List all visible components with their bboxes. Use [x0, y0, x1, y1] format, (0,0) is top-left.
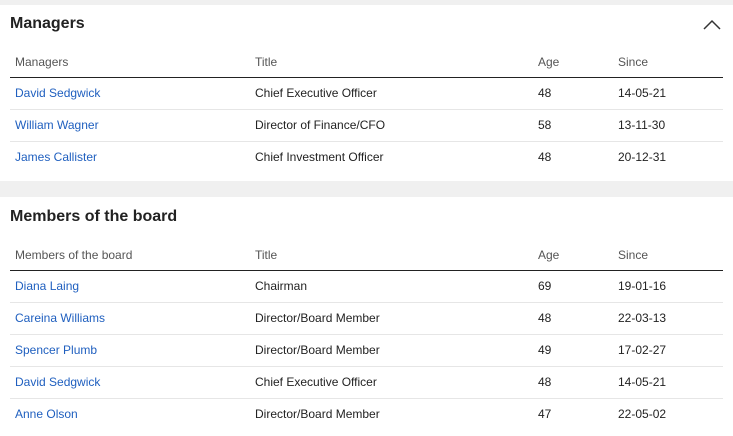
person-name-link[interactable]: William Wagner [15, 118, 99, 132]
age-cell: 48 [533, 302, 613, 335]
table-row: David Sedgwick Chief Executive Officer 48 1… [10, 77, 723, 110]
since-date-cell: 22-05-02 [618, 407, 667, 422]
since-date-cell: 14-05-21 [613, 77, 723, 110]
table-header-row: Members of the board Title Age Since [10, 241, 723, 271]
managers-section-title: Managers [10, 15, 85, 32]
chevron-up-icon [703, 19, 721, 30]
age-cell: 48 [533, 366, 613, 399]
person-name-cell: Anne Olson [10, 398, 250, 430]
table-row: James Callister Chief Investment Officer 4… [10, 141, 723, 173]
person-name-cell: David Sedgwick [10, 77, 250, 110]
job-title-cell: Director/Board Member [255, 407, 380, 422]
person-name-cell: James Callister [10, 141, 250, 173]
board-section: Members of the board Members of the boar… [0, 197, 733, 436]
job-title-cell: Chief Executive Officer [250, 366, 533, 399]
table-row: Diana Laing Chairman 69 19-01-16 [10, 270, 723, 303]
job-title-cell: Chairman [250, 270, 533, 303]
age-cell: 58 [533, 109, 613, 142]
person-name-cell: Diana Laing [10, 270, 250, 303]
column-header-since[interactable]: Since [613, 241, 723, 271]
age-cell: 48 [538, 150, 552, 165]
age-cell: 47 [538, 407, 552, 422]
job-title-cell: Director/Board Member [250, 302, 533, 335]
managers-table: Managers Title Age Since David Sedgwick C… [10, 48, 723, 173]
age-cell: 49 [533, 334, 613, 367]
since-date-cell: 14-05-21 [613, 366, 723, 399]
person-name-cell: William Wagner [10, 109, 250, 142]
person-name-link[interactable]: Spencer Plumb [15, 343, 98, 357]
column-header-age[interactable]: Age [533, 241, 613, 271]
column-header-title[interactable]: Title [250, 48, 533, 78]
since-date-cell: 13-11-30 [613, 109, 723, 142]
since-date-cell: 17-02-27 [613, 334, 723, 367]
board-table: Members of the board Title Age Since Dia… [10, 241, 723, 430]
job-title-cell: Director of Finance/CFO [250, 109, 533, 142]
job-title-cell: Chief Investment Officer [255, 150, 384, 165]
table-row: Spencer Plumb Director/Board Member 49 17-0… [10, 334, 723, 367]
column-header-age[interactable]: Age [533, 48, 613, 78]
age-cell: 69 [533, 270, 613, 303]
column-header-title[interactable]: Title [250, 241, 533, 271]
collapse-button[interactable] [701, 15, 723, 35]
since-date-cell: 20-12-31 [618, 150, 667, 165]
column-header-name[interactable]: Managers [10, 48, 250, 78]
person-name-link[interactable]: David Sedgwick [15, 375, 101, 389]
person-name-link[interactable]: James Callister [15, 150, 98, 165]
table-row: William Wagner Director of Finance/CFO 58 1… [10, 109, 723, 142]
age-cell: 48 [533, 77, 613, 110]
person-name-link[interactable]: Diana Laing [15, 279, 80, 293]
person-name-cell: David Sedgwick [10, 366, 250, 399]
column-header-since[interactable]: Since [613, 48, 723, 78]
since-date-cell: 22-03-13 [613, 302, 723, 335]
person-name-cell: Spencer Plumb [10, 334, 250, 367]
table-row: David Sedgwick Chief Executive Officer 48 1… [10, 366, 723, 399]
table-header-row: Managers Title Age Since [10, 48, 723, 78]
table-row: Anne Olson Director/Board Member 47 22-05-0… [10, 398, 723, 430]
job-title-cell: Director/Board Member [250, 334, 533, 367]
since-date-cell: 19-01-16 [613, 270, 723, 303]
person-name-cell: Careina Williams [10, 302, 250, 335]
person-name-link[interactable]: David Sedgwick [15, 86, 101, 100]
job-title-cell: Chief Executive Officer [250, 77, 533, 110]
table-row: Careina Williams Director/Board Member 48 2… [10, 302, 723, 335]
board-section-title: Members of the board [10, 208, 178, 225]
person-name-link[interactable]: Careina Williams [15, 311, 106, 325]
person-name-link[interactable]: Anne Olson [15, 407, 78, 422]
managers-section: Managers Managers Title Age Since David … [0, 5, 733, 181]
column-header-name[interactable]: Members of the board [10, 241, 250, 271]
